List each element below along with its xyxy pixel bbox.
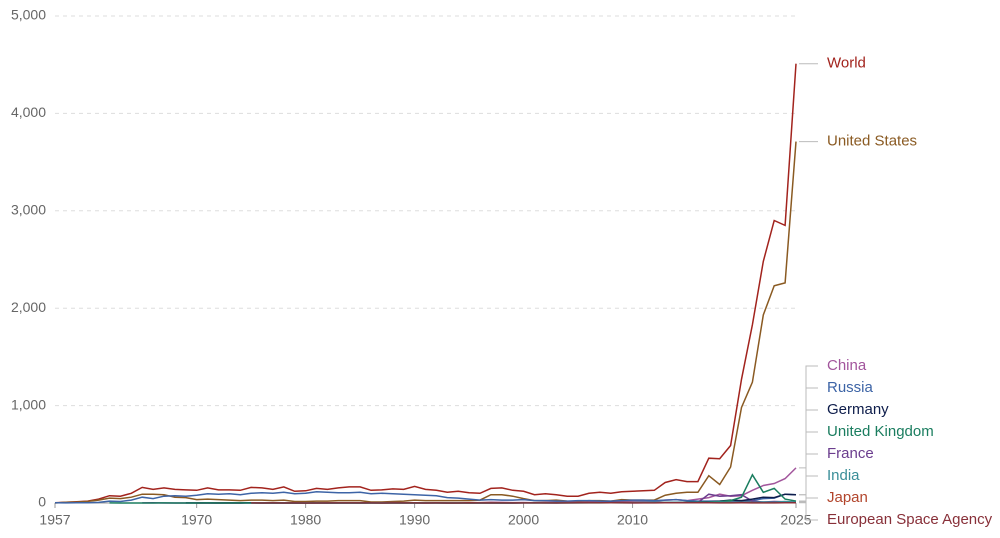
x-tick-label: 1970 [181, 512, 212, 528]
x-tick-label: 1980 [290, 512, 321, 528]
x-tick-label: 1990 [399, 512, 430, 528]
legend-label: Japan [827, 489, 868, 506]
legend-label: China [827, 357, 867, 374]
legend-label: World [827, 55, 866, 72]
legend-label: European Space Agency [827, 511, 993, 528]
label-connector [799, 410, 818, 495]
series-line [197, 468, 796, 503]
y-tick-label: 2,000 [11, 299, 46, 315]
series-line [55, 64, 796, 503]
label-connector [799, 366, 818, 468]
label-connector [799, 432, 818, 501]
y-tick-label: 1,000 [11, 396, 46, 412]
legend-label: Russia [827, 379, 874, 396]
x-tick-label: 2010 [617, 512, 648, 528]
legend-label: United States [827, 133, 917, 150]
legend-label: Germany [827, 401, 889, 418]
label-connector [799, 388, 818, 495]
y-tick-label: 5,000 [11, 7, 46, 23]
x-tick-label: 1957 [39, 512, 70, 528]
y-tick-label: 4,000 [11, 104, 46, 120]
x-tick-label: 2000 [508, 512, 539, 528]
legend-label: United Kingdom [827, 423, 934, 440]
y-tick-label: 0 [38, 494, 46, 510]
series-line [55, 142, 796, 503]
y-tick-label: 3,000 [11, 202, 46, 218]
legend-label: India [827, 467, 860, 484]
legend-label: France [827, 445, 874, 462]
